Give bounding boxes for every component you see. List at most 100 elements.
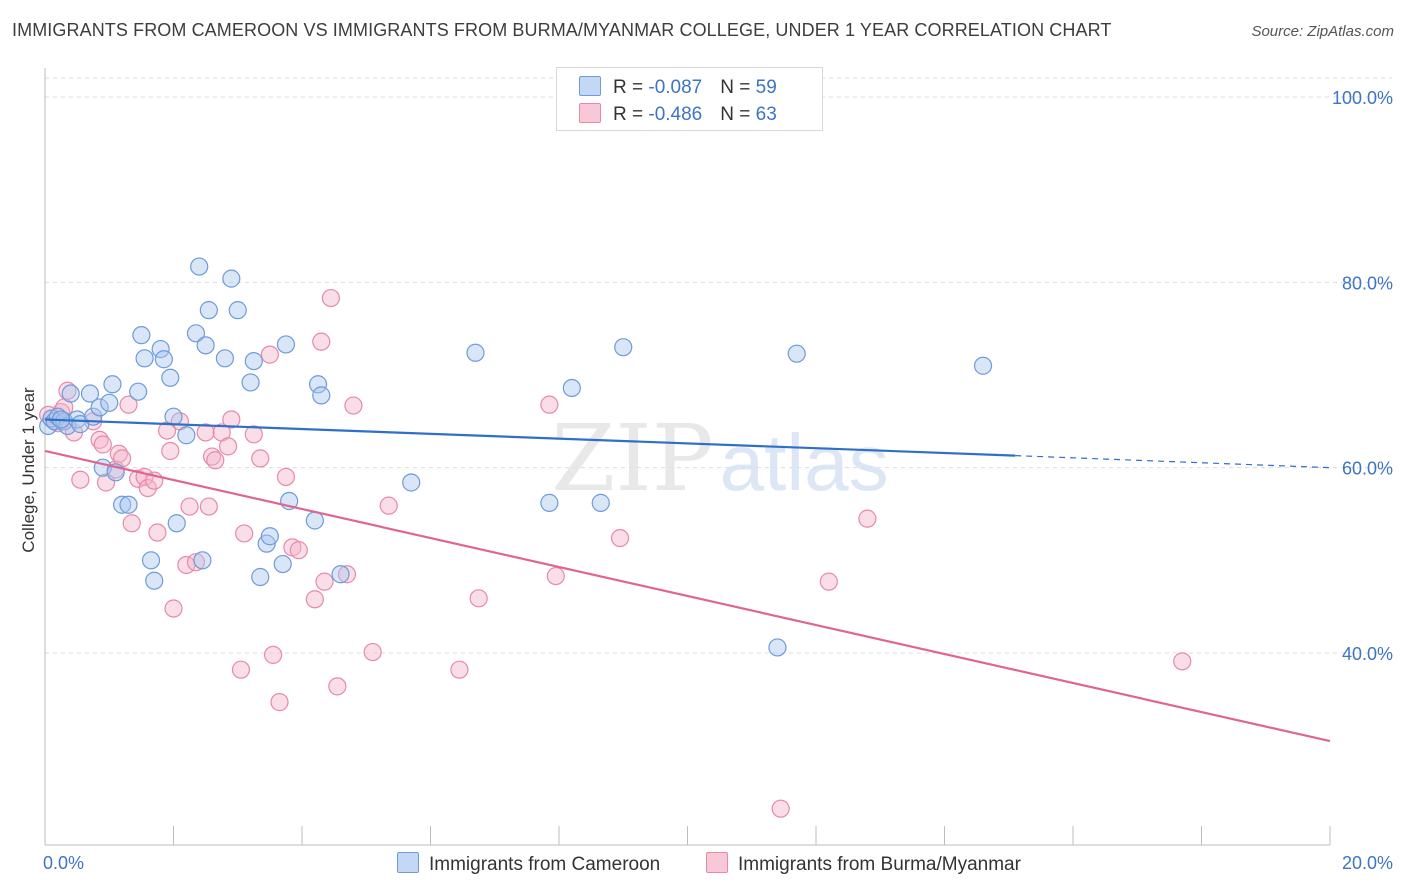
data-point-burma	[129, 469, 148, 488]
legend-item-cameroon[interactable]: Immigrants from Cameroon	[397, 852, 660, 876]
data-point-cameroon	[973, 356, 993, 375]
data-point-burma	[199, 497, 218, 516]
data-point-cameroon	[100, 393, 119, 412]
x-tick-label: 20.0%	[1342, 853, 1393, 873]
data-point-cameroon	[161, 368, 180, 387]
data-point-cameroon	[591, 493, 610, 512]
data-point-cameroon	[190, 257, 209, 276]
watermark-atlas: atlas	[720, 418, 889, 507]
data-point-cameroon	[540, 493, 559, 512]
legend-swatch-blue	[579, 76, 601, 96]
data-point-burma	[251, 449, 270, 468]
y-tick-label: 60.0%	[1342, 459, 1393, 479]
data-point-burma	[138, 478, 157, 498]
data-point-cameroon	[305, 511, 324, 530]
data-point-cameroon	[177, 426, 196, 445]
data-point-burma	[58, 381, 77, 400]
data-point-cameroon	[167, 514, 186, 533]
trendline-burma	[44, 449, 1331, 743]
r-value: -0.087	[648, 77, 703, 98]
legend-stats-row-burma: R = -0.486 N = 63	[579, 103, 777, 127]
data-point-burma	[119, 395, 138, 414]
legend-swatch-blue	[397, 852, 419, 873]
data-point-burma	[235, 524, 254, 543]
legend-swatch-pink	[706, 852, 728, 873]
watermark-zip: ZIP	[551, 405, 713, 512]
data-point-burma	[469, 589, 488, 608]
data-point-burma	[164, 599, 183, 618]
data-point-cameroon	[276, 335, 296, 354]
data-point-cameroon	[312, 386, 331, 405]
data-point-cameroon	[244, 352, 263, 371]
legend-swatch-pink	[579, 103, 601, 123]
data-point-burma	[222, 410, 241, 429]
data-point-burma	[289, 541, 308, 560]
data-point-burma	[321, 288, 341, 308]
r-label: R =	[613, 104, 649, 125]
data-point-cameroon	[402, 473, 421, 492]
data-point-cameroon	[186, 324, 206, 343]
data-point-burma	[122, 514, 141, 533]
data-point-burma	[363, 642, 382, 662]
data-point-cameroon	[196, 336, 215, 355]
legend-stats: R = -0.087 N = 59 R = -0.486 N = 63	[556, 67, 823, 131]
data-point-cameroon	[132, 326, 151, 345]
data-point-burma	[270, 693, 289, 712]
watermark: ZIPatlas	[551, 405, 888, 512]
legend-stats-row-cameroon: R = -0.087 N = 59	[579, 76, 777, 100]
data-point-burma	[771, 799, 790, 818]
data-point-burma	[328, 677, 347, 696]
data-point-burma	[186, 553, 206, 572]
legend-label: Immigrants from Cameroon	[429, 854, 661, 875]
data-point-cameroon	[273, 554, 292, 574]
data-point-cameroon	[119, 495, 138, 514]
legend-series: Immigrants from Cameroon Immigrants from…	[0, 852, 1406, 878]
data-point-cameroon	[228, 301, 247, 320]
data-point-cameroon	[135, 349, 154, 368]
data-point-cameroon	[251, 567, 270, 587]
data-point-burma	[610, 528, 630, 548]
data-point-cameroon	[164, 407, 183, 426]
data-point-burma	[276, 467, 296, 487]
data-point-burma	[546, 566, 565, 586]
data-point-cameroon	[215, 349, 234, 368]
r-label: R =	[613, 77, 649, 98]
data-point-cameroon	[241, 373, 260, 392]
data-point-cameroon	[193, 551, 212, 570]
data-point-cameroon	[768, 638, 787, 657]
chart-title: IMMIGRANTS FROM CAMEROON VS IMMIGRANTS F…	[12, 20, 1112, 40]
data-point-burma	[819, 572, 838, 591]
data-point-cameroon	[151, 339, 170, 359]
data-point-cameroon	[129, 382, 148, 401]
n-value: 63	[755, 104, 777, 125]
data-point-cameroon	[614, 338, 633, 357]
data-point-cameroon	[145, 571, 164, 590]
x-tick-label: 0.0%	[43, 853, 84, 873]
data-point-burma	[206, 451, 225, 470]
source-label: Source: ZipAtlas.com	[1251, 23, 1394, 40]
y-tick-label: 100.0%	[1332, 88, 1393, 108]
data-point-cameroon	[154, 350, 173, 369]
y-tick-label: 80.0%	[1342, 273, 1393, 293]
data-point-burma	[337, 565, 357, 584]
n-value: 59	[755, 77, 777, 98]
data-point-burma	[263, 645, 283, 664]
data-point-cameroon	[260, 527, 279, 546]
data-point-burma	[1173, 652, 1192, 671]
legend-label: Immigrants from Burma/Myanmar	[738, 854, 1021, 875]
trendline-cameroon-extension	[1015, 455, 1331, 469]
legend-item-burma[interactable]: Immigrants from Burma/Myanmar	[706, 852, 1021, 876]
n-label: N =	[720, 104, 756, 125]
y-axis-label: College, Under 1 year	[19, 387, 38, 553]
data-point-burma	[244, 425, 263, 444]
data-point-burma	[180, 497, 199, 516]
data-point-cameroon	[562, 378, 581, 398]
data-point-burma	[196, 423, 215, 442]
data-point-burma	[858, 509, 877, 528]
data-point-burma	[305, 590, 324, 609]
n-label: N =	[720, 77, 756, 98]
data-point-burma	[450, 660, 469, 679]
data-point-cameroon	[90, 398, 109, 417]
data-point-cameroon	[141, 551, 161, 570]
